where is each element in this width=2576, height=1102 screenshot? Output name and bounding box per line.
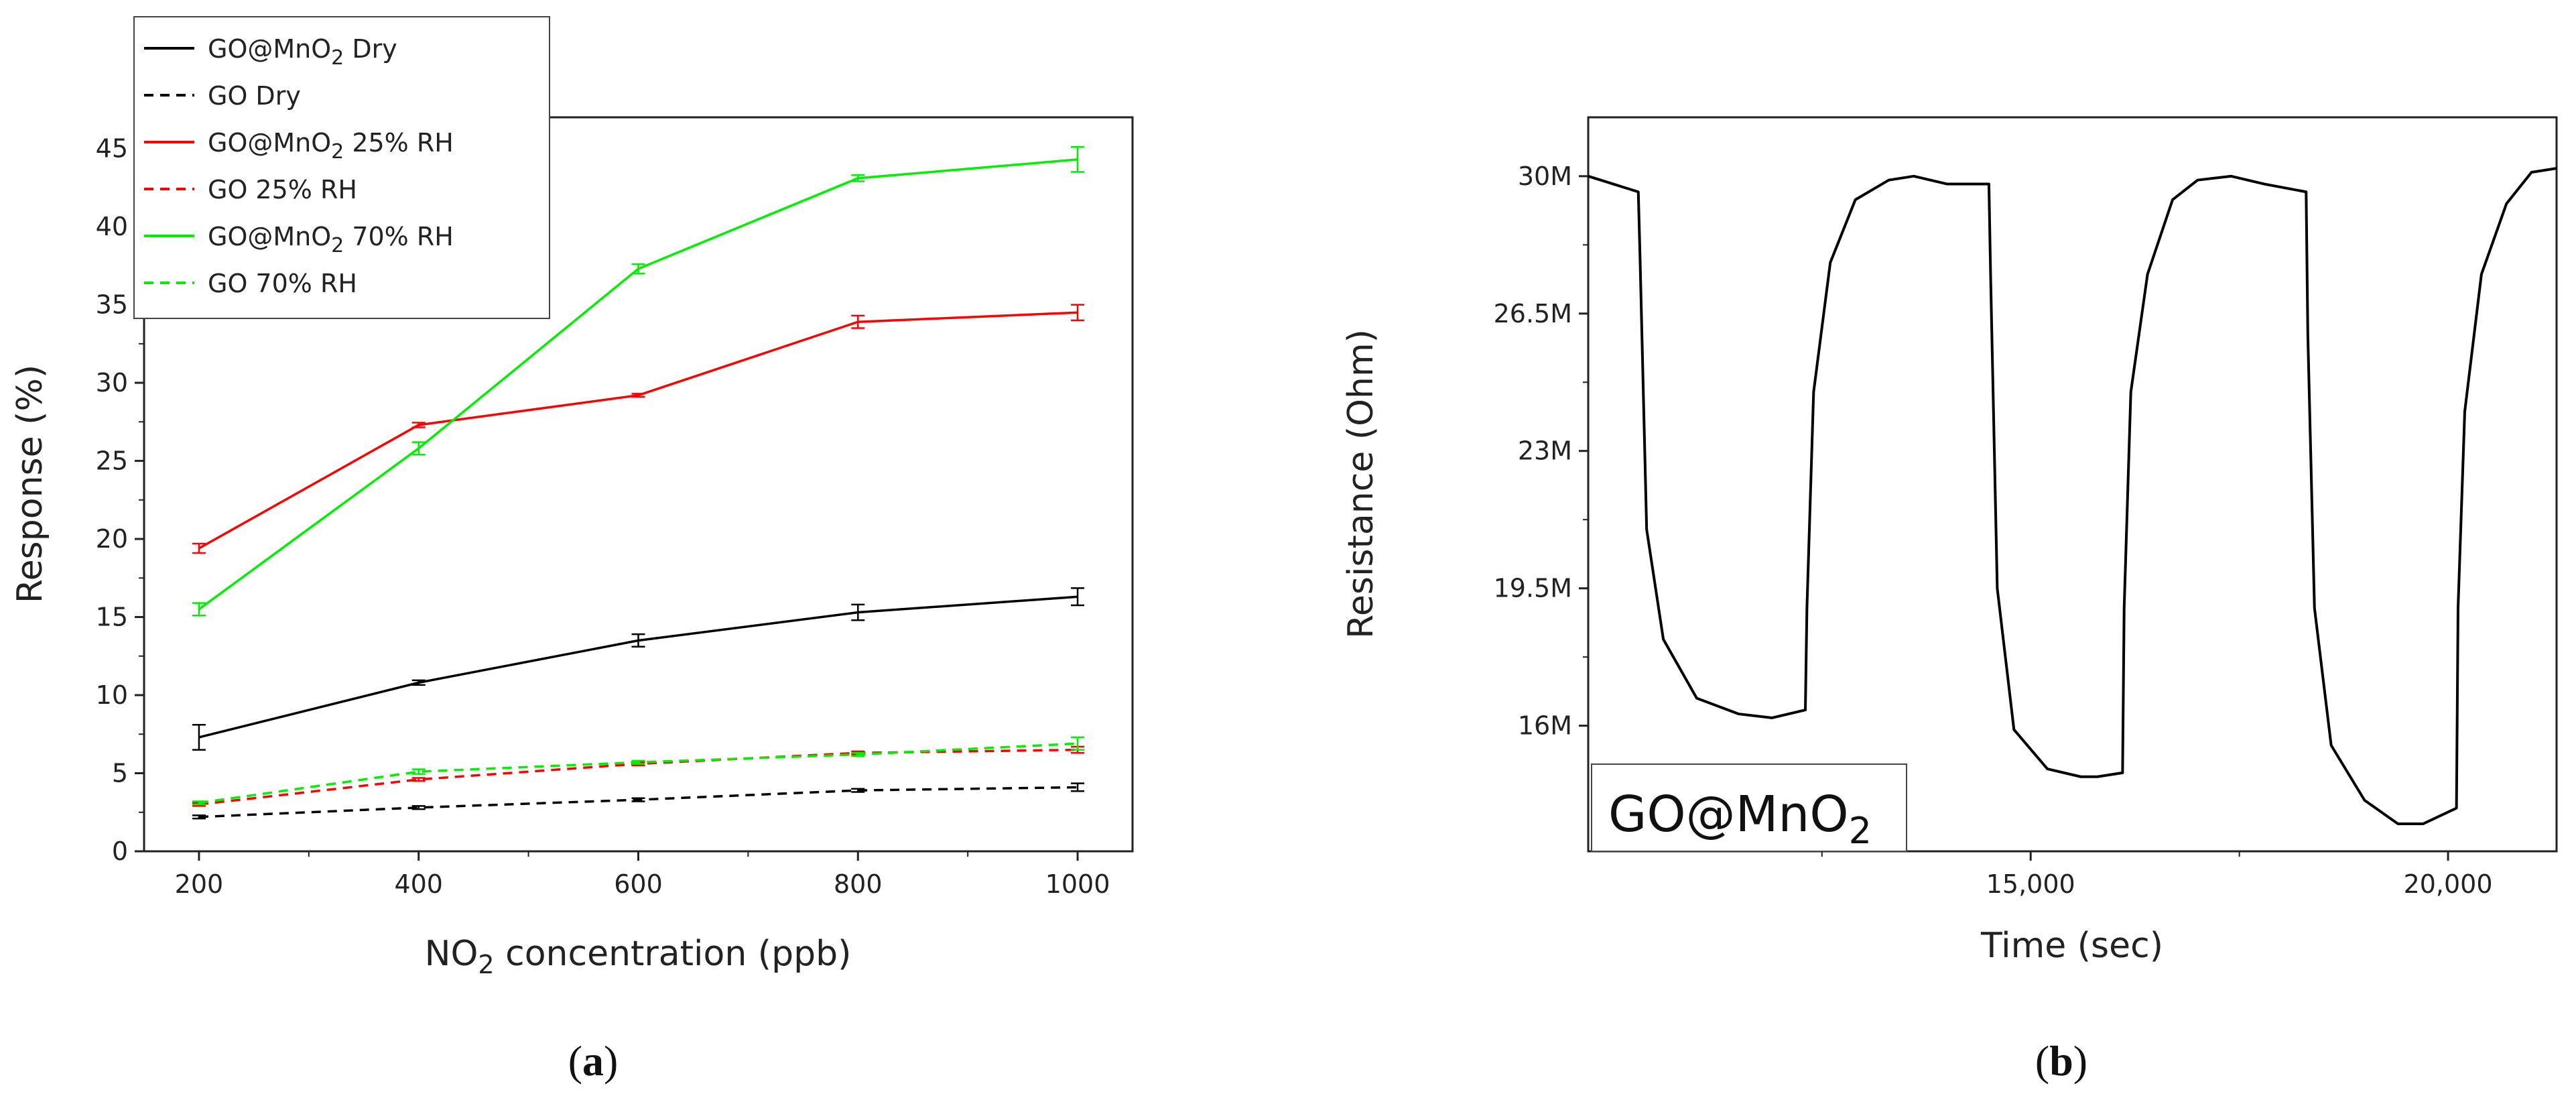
panel-a-legend-label: GO@MnO2 70% RH <box>208 222 454 257</box>
panel-a-errorbar <box>631 797 645 802</box>
panel-b-xtick-label: 15,000 <box>1986 869 2075 899</box>
panel-a-ytick-label: 0 <box>112 837 128 866</box>
panel-a-ytick-label: 10 <box>96 680 128 710</box>
panel-a-xtick-label: 600 <box>614 869 663 899</box>
panel-a-errorbar <box>192 602 206 617</box>
panel-b-xlabel: Time (sec) <box>1980 926 2163 966</box>
panel-a-xlabel: NO2 concentration (ppb) <box>425 934 852 979</box>
panel-a-legend-label: GO@MnO2 Dry <box>208 34 397 70</box>
panel-a-errorbar <box>851 603 865 621</box>
panel-a-errorbar <box>631 263 645 275</box>
panel-b-annotation-box: GO@MnO2 <box>1591 763 1907 852</box>
panel-a-errorbar <box>851 788 865 793</box>
panel-a-ytick-label: 5 <box>112 759 128 788</box>
panel-b-ylabel: Resistance (Ohm) <box>1341 329 1381 639</box>
panel-a-ytick-label: 45 <box>96 134 128 164</box>
panel-b-ytick-label: 16M <box>1518 711 1572 741</box>
panel-a-ytick-label: 20 <box>96 524 128 554</box>
panel-a-errorbar <box>851 314 865 329</box>
panel-a-errorbar <box>851 174 865 182</box>
panel-a-chart: 200 400 600 800 1000 0 5 10 15 20 25 30 35 40 45 GO@Mn… <box>10 16 1134 1085</box>
panel-b-xtick-label: 20,000 <box>2404 869 2493 899</box>
panel-a-errorbar <box>1071 782 1085 792</box>
panel-a-legend-label: GO 25% RH <box>208 175 357 204</box>
panel-a-ytick-label: 35 <box>96 290 128 320</box>
panel-a-errorbar <box>631 393 645 398</box>
panel-a-errorbar <box>1071 304 1085 322</box>
panel-a-errorbar <box>631 633 645 648</box>
panel-b-plot-frame <box>1587 116 2558 853</box>
panel-a-errorbar <box>411 441 426 456</box>
panel-a-axes: 200 400 600 800 1000 0 5 10 15 20 25 30 35 40 45 <box>96 134 1110 899</box>
panel-a-ytick-label: 15 <box>96 603 128 632</box>
panel-a-panel-label: (a) <box>568 1037 619 1085</box>
panel-b-panel-label: (b) <box>2035 1037 2087 1085</box>
panel-a-errorbar <box>192 542 206 554</box>
panel-a-errorbar <box>192 724 206 751</box>
panel-a-ytick-label: 40 <box>96 212 128 241</box>
panel-a-ylabel: Response (%) <box>10 365 50 603</box>
panel-b-resistance-line <box>1588 167 2557 826</box>
panel-a-errorbar <box>411 805 426 810</box>
panel-a-errorbar <box>411 679 426 686</box>
panel-a-ytick-label: 30 <box>96 368 128 397</box>
panel-a-errorbar <box>1071 146 1085 173</box>
panel-a-ytick-label: 25 <box>96 446 128 476</box>
panel-a-errorbar <box>1071 587 1085 607</box>
panel-a-errorbar <box>411 768 426 775</box>
panel-a-errorbar <box>851 751 865 757</box>
panel-b-ytick-label: 23M <box>1518 436 1572 466</box>
panel-a-xtick-label: 1000 <box>1045 869 1110 899</box>
panel-a-legend: GO@MnO2 Dry GO Dry GO@MnO2 25% RH GO 25% RH… <box>133 16 550 319</box>
panel-a-xtick-label: 800 <box>834 869 883 899</box>
panel-b-ytick-label: 30M <box>1518 162 1572 191</box>
panel-a-legend-box <box>133 16 550 319</box>
panel-a-xtick-label: 200 <box>175 869 224 899</box>
panel-a-errorbar <box>411 422 426 428</box>
panel-a-legend-label: GO@MnO2 25% RH <box>208 128 454 164</box>
panel-a-errorbar <box>411 777 426 782</box>
panel-b-ytick-label: 19.5M <box>1494 574 1572 603</box>
panel-a-errorbar <box>631 759 645 765</box>
panel-b-series-group <box>1588 167 2557 826</box>
panel-b-ytick-label: 26.5M <box>1494 299 1572 328</box>
panel-a-errorbar <box>192 814 206 820</box>
panel-a-series-group <box>192 146 1085 820</box>
panel-a-legend-label: GO 70% RH <box>208 269 357 298</box>
panel-b-axes: 15,000 20,000 16M 19.5M 23M 26.5M 30M <box>1494 162 2493 899</box>
panel-a-legend-label: GO Dry <box>208 81 301 111</box>
panel-b-annotation: GO@MnO2 <box>1608 786 1872 852</box>
panel-a-errorbar <box>1071 736 1085 751</box>
panel-a-xtick-label: 400 <box>394 869 443 899</box>
panel-a-errorbar <box>192 800 206 806</box>
panel-a-series-line <box>198 748 1078 806</box>
panel-a-series-line <box>198 595 1078 739</box>
